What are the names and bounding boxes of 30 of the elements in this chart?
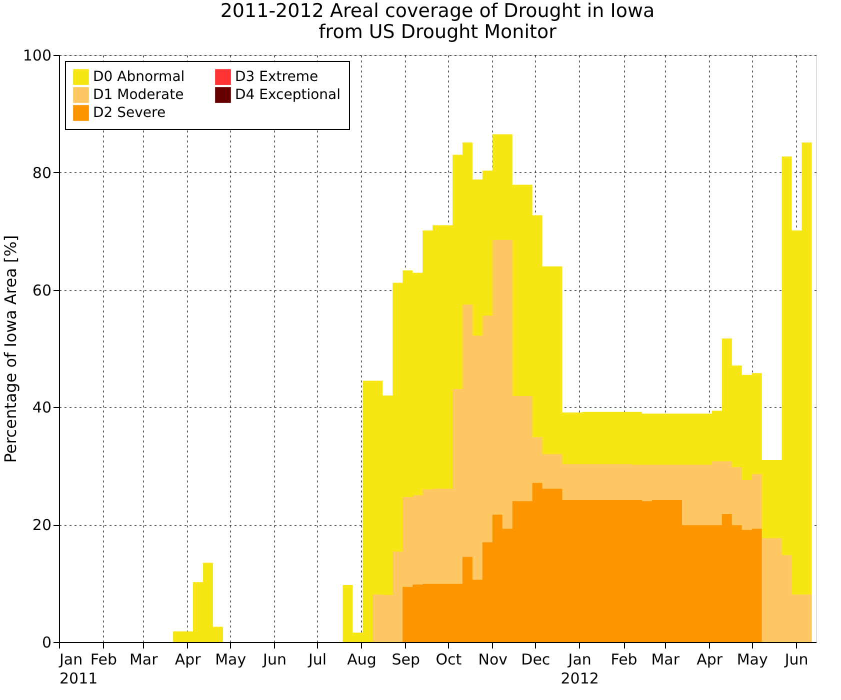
legend-label: D3 Extreme — [235, 69, 318, 86]
x-tick-label: Dec — [521, 650, 550, 668]
x-tick-label: Jun — [262, 650, 286, 668]
chart-title: 2011-2012 Areal coverage of Drought in Iowa from US Drought Monitor — [220, 0, 655, 43]
x-tick-label: Jun — [784, 650, 808, 668]
x-tick-label: Oct — [436, 650, 462, 668]
x-tick-label: Apr — [174, 650, 202, 668]
x-tick-label: Mar — [129, 650, 159, 668]
legend-label: D1 Moderate — [93, 87, 184, 103]
x-tick-label: Jul — [307, 650, 327, 668]
x-tick-label: Sep — [392, 650, 420, 668]
x-tick-label: Feb — [610, 650, 638, 668]
x-tick-label: Feb — [90, 650, 117, 668]
y-tick-label: 20 — [32, 516, 52, 534]
y-tick-label: 0 — [42, 634, 52, 652]
y-axis-title: Percentage of Iowa Area [%] — [0, 235, 20, 463]
x-tick-label: May — [215, 650, 246, 668]
y-tick-label: 80 — [32, 164, 52, 182]
legend-label: D2 Severe — [93, 105, 166, 121]
x-tick-label: May — [736, 650, 768, 668]
legend-label: D4 Exceptional — [235, 87, 341, 103]
x-tick-label: Apr — [696, 650, 724, 668]
x-tick-label: Mar — [651, 650, 680, 668]
x-tick-label: Nov — [478, 650, 508, 668]
y-tick-label: 40 — [32, 398, 52, 417]
x-tick-label: Aug — [347, 650, 376, 668]
y-tick-label: 100 — [22, 46, 52, 64]
legend-label: D0 Abnormal — [93, 69, 185, 86]
x-tick-label: Jan 2012 — [560, 650, 599, 688]
y-tick-label: 60 — [32, 281, 52, 300]
